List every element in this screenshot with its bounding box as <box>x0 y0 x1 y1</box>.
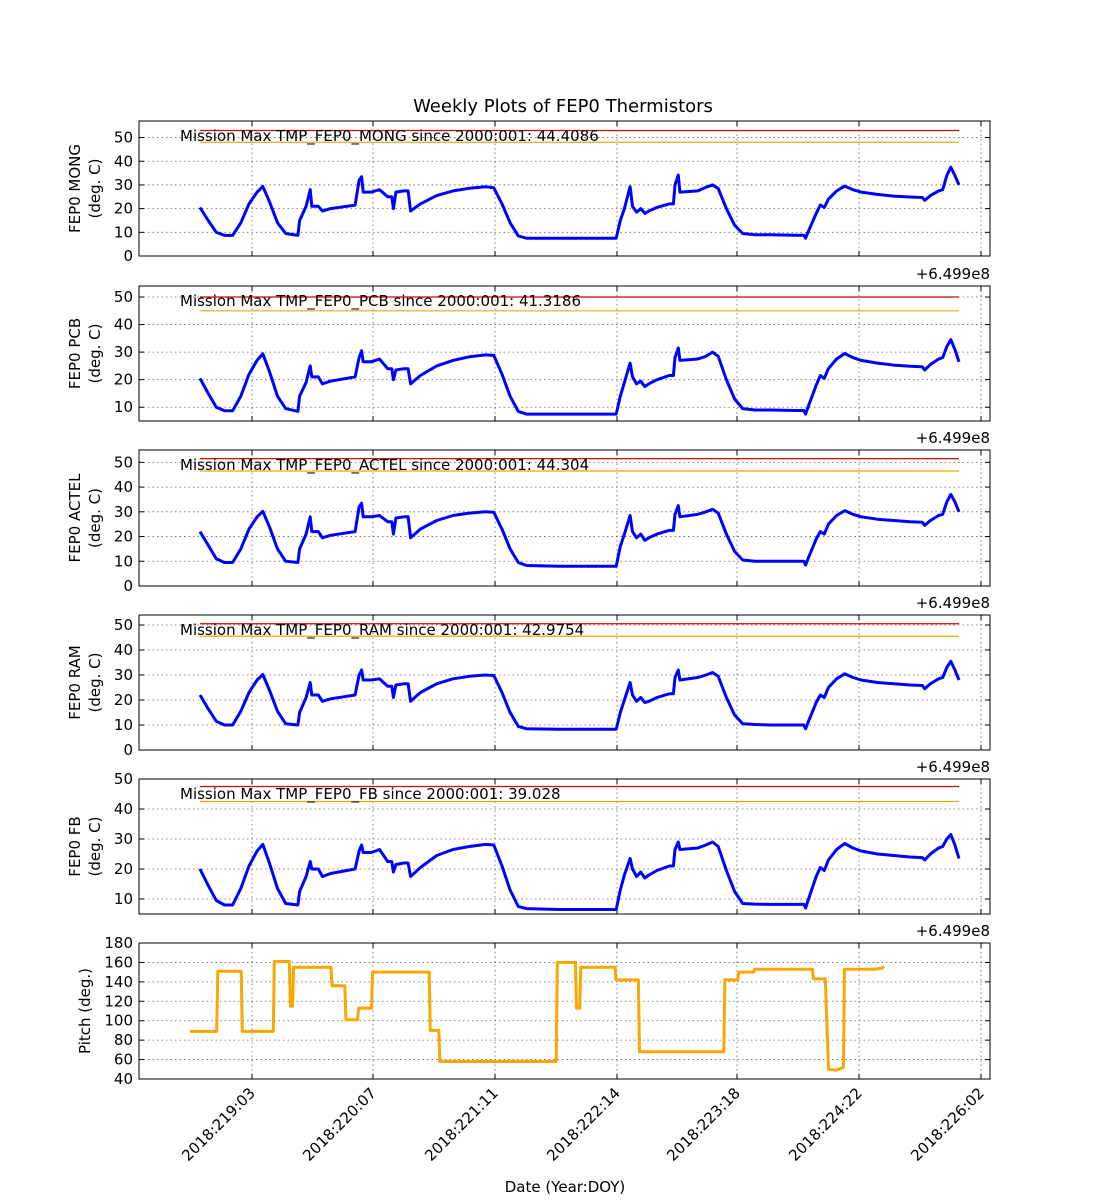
x-tick-label: 2018:226:02 <box>907 1084 988 1165</box>
y-tick-label: 40 <box>114 316 133 334</box>
pitch-series-line <box>190 960 886 1072</box>
temperature-series-line <box>198 659 961 731</box>
chart-title: Weekly Plots of FEP0 Thermistors <box>413 96 713 117</box>
y-tick-label: 0 <box>123 577 133 595</box>
y-tick-label: 50 <box>114 616 133 634</box>
y-tick-label: 30 <box>114 503 133 521</box>
y-tick-label: 100 <box>104 1012 133 1030</box>
y-tick-label: 40 <box>114 478 133 496</box>
y-axis-label: Pitch (deg.) <box>76 968 94 1054</box>
y-tick-label: 80 <box>114 1031 133 1049</box>
y-tick-label: 40 <box>114 152 133 170</box>
axes-frame <box>138 449 991 587</box>
x-offset-text: +6.499e8 <box>916 265 990 283</box>
axes-frame <box>138 120 991 257</box>
y-axis-label: FEP0 ACTEL <box>66 473 84 563</box>
x-tick-label: 2018:222:14 <box>543 1084 624 1165</box>
y-axis-label: FEP0 MONG <box>66 144 84 233</box>
panel-5: 10 20 30 40 50 Mission Max TMP_FEP0_FB since … <box>66 758 991 915</box>
y-tick-label: 0 <box>123 247 133 265</box>
y-tick-label: 50 <box>114 770 133 788</box>
y-tick-label: 10 <box>114 552 133 570</box>
y-axis-unit-label: (deg. C) <box>86 159 104 219</box>
temperature-series-line <box>198 338 961 416</box>
y-tick-label: 20 <box>114 371 133 389</box>
axes-frame <box>138 942 991 1080</box>
x-axis-label: Date (Year:DOY) <box>505 1178 626 1196</box>
y-axis-label: FEP0 RAM <box>66 645 84 719</box>
panel-1: 0 10 20 30 40 50 Mission Max TMP_FEP0_MONG sin… <box>66 120 991 265</box>
y-tick-label: 40 <box>114 800 133 818</box>
temperature-series-line <box>198 493 961 568</box>
y-axis-unit-label: (deg. C) <box>86 324 104 384</box>
y-tick-label: 60 <box>114 1051 133 1069</box>
y-axis-unit-label: (deg. C) <box>86 488 104 548</box>
panel-2: 10 20 30 40 50 Mission Max TMP_FEP0_PCB since… <box>66 265 991 422</box>
y-tick-label: 30 <box>114 343 133 361</box>
y-tick-label: 50 <box>114 453 133 471</box>
x-offset-text: +6.499e8 <box>916 429 990 447</box>
y-tick-label: 160 <box>104 953 133 971</box>
panel-3: 0 10 20 30 40 50 Mission Max TMP_FEP0_ACTEL si… <box>66 429 991 595</box>
y-tick-label: 10 <box>114 223 133 241</box>
y-tick-label: 30 <box>114 176 133 194</box>
x-tick-label: 2018:219:03 <box>178 1084 259 1165</box>
y-tick-label: 10 <box>114 398 133 416</box>
y-tick-label: 120 <box>104 992 133 1010</box>
y-tick-label: 20 <box>114 528 133 546</box>
y-tick-label: 30 <box>114 830 133 848</box>
panels: 0 10 20 30 40 50 Mission Max TMP_FEP0_MONG sin… <box>66 120 991 1088</box>
y-axis-label: FEP0 PCB <box>66 318 84 389</box>
y-tick-label: 0 <box>123 741 133 759</box>
mission-max-annotation: Mission Max TMP_FEP0_PCB since 2000:001:… <box>180 292 581 311</box>
axes-frame <box>138 778 991 915</box>
y-axis-label: FEP0 FB <box>66 816 84 876</box>
y-tick-label: 30 <box>114 666 133 684</box>
x-offset-text: +6.499e8 <box>916 922 990 940</box>
y-tick-label: 20 <box>114 860 133 878</box>
x-tick-labels: 2018:219:03 2018:220:07 2018:221:11 2018:22… <box>178 1084 988 1165</box>
x-tick-label: 2018:221:11 <box>421 1084 502 1165</box>
mission-max-annotation: Mission Max TMP_FEP0_ACTEL since 2000:00… <box>180 456 589 475</box>
x-tick-label: 2018:224:22 <box>785 1084 866 1165</box>
x-tick-label: 2018:223:18 <box>663 1084 744 1165</box>
temperature-series-line <box>198 833 961 911</box>
y-tick-label: 50 <box>114 288 133 306</box>
y-tick-label: 20 <box>114 200 133 218</box>
y-tick-label: 40 <box>114 641 133 659</box>
axes-frame <box>138 614 991 751</box>
y-axis-unit-label: (deg. C) <box>86 653 104 713</box>
x-offset-text: +6.499e8 <box>916 594 990 612</box>
temperature-series-line <box>198 165 961 240</box>
y-tick-label: 50 <box>114 129 133 147</box>
y-tick-label: 180 <box>104 934 133 952</box>
mission-max-annotation: Mission Max TMP_FEP0_FB since 2000:001: … <box>180 785 561 804</box>
panel-4: 0 10 20 30 40 50 Mission Max TMP_FEP0_RAM sinc… <box>66 594 991 759</box>
mission-max-annotation: Mission Max TMP_FEP0_MONG since 2000:001… <box>180 127 599 146</box>
x-tick-label: 2018:220:07 <box>299 1084 380 1165</box>
y-tick-label: 10 <box>114 716 133 734</box>
x-offset-text: +6.499e8 <box>916 758 990 776</box>
y-axis-unit-label: (deg. C) <box>86 817 104 877</box>
mission-max-annotation: Mission Max TMP_FEP0_RAM since 2000:001:… <box>180 621 584 640</box>
y-tick-label: 20 <box>114 691 133 709</box>
y-tick-label: 140 <box>104 973 133 991</box>
y-tick-label: 40 <box>114 1070 133 1088</box>
axes-frame <box>138 285 991 422</box>
y-tick-label: 10 <box>114 890 133 908</box>
